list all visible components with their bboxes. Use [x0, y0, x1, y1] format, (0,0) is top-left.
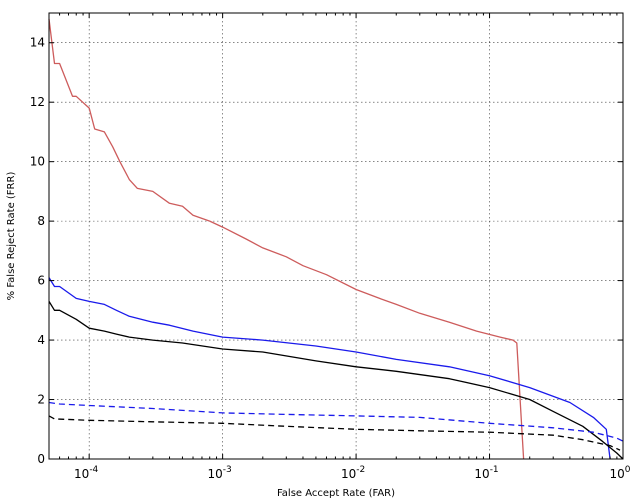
plot-frame [48, 12, 624, 460]
tick-layer: 0 2 4 6 8 10 12 14 10-4 10-3 10-2 10-1 100 [30, 13, 631, 481]
y-tick-label: 10 [30, 155, 45, 169]
y-tick-label: 8 [37, 214, 45, 228]
y-tick-label: 0 [37, 452, 45, 466]
series-line-5 [48, 415, 621, 451]
series-line-4 [48, 401, 624, 442]
series-line-1 [48, 18, 525, 460]
x-axis-label: False Accept Rate (FAR) [277, 488, 395, 499]
y-axis-label: % False Reject Rate (FRR) [6, 172, 17, 301]
x-tick-label: 10-1 [474, 465, 498, 481]
y-tick-label: 2 [37, 393, 45, 407]
y-tick-label: 12 [30, 95, 45, 109]
x-tick-label: 10-4 [74, 465, 99, 481]
grid-layer [49, 13, 623, 459]
x-tick-label: 10-3 [207, 465, 231, 481]
y-tick-label: 14 [30, 36, 45, 50]
series-layer [48, 18, 624, 460]
series-line-3 [48, 301, 624, 460]
series-line-2 [48, 277, 611, 460]
x-tick-label: 10-2 [341, 465, 365, 481]
y-tick-label: 4 [37, 333, 45, 347]
x-tick-label: 100 [609, 465, 630, 481]
y-tick-label: 6 [37, 274, 45, 288]
